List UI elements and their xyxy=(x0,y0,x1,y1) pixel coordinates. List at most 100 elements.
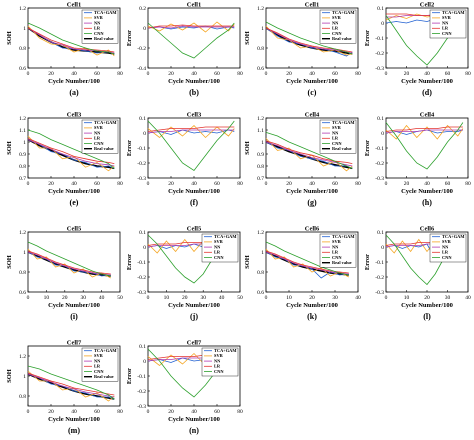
x-tick-label: 20 xyxy=(168,181,174,187)
x-axis-label: Cycle Number/100 xyxy=(401,78,453,85)
legend-entry: Real value xyxy=(332,36,352,41)
legend-entry: Real value xyxy=(94,146,114,151)
y-tick-label: 1 xyxy=(23,26,26,32)
y-tick-label: 0.9 xyxy=(257,152,264,158)
series-line-svr xyxy=(385,124,464,140)
y-tick-label: 0.7 xyxy=(19,176,26,182)
y-tick-label: 1 xyxy=(261,26,264,32)
panel-label: (f) xyxy=(190,198,198,207)
panel-m: 0 20 40 60 80 0.8 1 1.2 Cell7 Cycle Number/100 SOH… xyxy=(6,340,123,436)
legend-entry: CNN xyxy=(442,255,452,260)
x-tick-label: 80 xyxy=(237,181,243,187)
y-tick-label: -0.1 xyxy=(375,146,384,152)
y-tick-label: 1.2 xyxy=(19,116,26,122)
x-axis-label: Cycle Number/100 xyxy=(168,78,220,85)
x-tick-label: 60 xyxy=(445,181,451,187)
y-tick-label: 1 xyxy=(261,140,264,146)
x-tick-label: 0 xyxy=(147,295,150,301)
legend-entry: LR xyxy=(332,136,339,141)
legend-entry: NN xyxy=(442,20,449,25)
legend-entry: NN xyxy=(332,20,339,25)
y-axis-label: Error xyxy=(126,30,133,46)
y-axis-label: SOH xyxy=(6,31,13,45)
y-tick-label: 0.6 xyxy=(257,66,264,72)
legend-entry: LR xyxy=(332,26,339,31)
x-tick-label: 30 xyxy=(200,295,206,301)
series-line-tca-gam xyxy=(265,141,353,169)
series-line-nn xyxy=(27,373,115,398)
x-tick-label: 10 xyxy=(44,295,50,301)
y-tick-label: -0.3 xyxy=(137,404,146,410)
legend-entry: SVR xyxy=(332,239,342,244)
y-tick-label: 0.1 xyxy=(139,230,146,236)
y-tick-label: 0 xyxy=(143,359,146,365)
panel-label: (a) xyxy=(69,88,79,97)
x-tick-label: 20 xyxy=(168,71,174,77)
x-tick-label: 10 xyxy=(286,295,292,301)
legend-entry: Real value xyxy=(94,374,114,379)
x-axis-label: Cycle Number/100 xyxy=(401,302,453,309)
x-tick-label: 0 xyxy=(385,71,388,77)
x-axis-label: Cycle Number/100 xyxy=(286,302,338,309)
panel-title: Cell4 xyxy=(420,112,435,119)
x-tick-label: 30 xyxy=(332,295,338,301)
legend-box xyxy=(81,347,119,382)
y-tick-label: 1.2 xyxy=(257,230,264,236)
x-tick-label: 20 xyxy=(404,71,410,77)
legend-box xyxy=(81,119,119,154)
panel-h: 0 20 40 60 80 -0.3 -0.2 -0.1 0 0.1 Cell4 Cycle Numb… xyxy=(364,112,471,208)
panel-title: Cell1 xyxy=(67,2,81,9)
y-tick-label: 0.6 xyxy=(19,66,26,72)
legend-entry: CNN xyxy=(214,255,224,260)
legend-entry: NN xyxy=(214,244,221,249)
x-tick-label: 60 xyxy=(332,181,338,187)
plot-frame xyxy=(147,7,241,69)
panel-j: 0 10 20 30 40 50 -0.3 -0.2 -0.1 0 0.1 Cell5 Cycle Nu… xyxy=(126,226,243,322)
series-line-tca-gam xyxy=(265,27,353,57)
x-tick-label: 0 xyxy=(147,71,150,77)
panel-g: 0 20 40 60 80 0.7 0.8 0.9 1 1.1 1.2 Cell4 Cycle Numb… xyxy=(244,112,361,208)
y-tick-label: -0.2 xyxy=(137,389,146,395)
legend-entry: NN xyxy=(332,130,339,135)
x-tick-label: 60 xyxy=(94,409,100,415)
legend-entry: SVR xyxy=(94,353,104,358)
y-tick-label: 0.8 xyxy=(19,46,26,52)
x-tick-label: 0 xyxy=(27,71,30,77)
series-line-cnn xyxy=(27,365,115,400)
series-line-tca-gam xyxy=(27,373,115,400)
y-tick-label: 0.1 xyxy=(139,344,146,350)
x-tick-label: 40 xyxy=(219,295,225,301)
x-tick-label: 20 xyxy=(48,181,54,187)
legend-entry: TCA+GAM xyxy=(332,234,355,239)
panel-title: Cell5 xyxy=(187,226,202,233)
y-tick-label: 0.1 xyxy=(139,116,146,122)
y-tick-label: -0.2 xyxy=(137,46,146,52)
panel-title: Cell6 xyxy=(420,226,435,233)
panel-label: (c) xyxy=(308,88,317,97)
legend-entry: SVR xyxy=(332,15,342,20)
y-axis-label: SOH xyxy=(6,255,13,269)
x-tick-label: 60 xyxy=(214,71,220,77)
legend-entry: LR xyxy=(442,26,449,31)
y-axis-label: SOH xyxy=(244,141,251,155)
panel-title: Cell6 xyxy=(305,226,320,233)
y-tick-label: -0.1 xyxy=(137,374,146,380)
y-tick-label: 0.8 xyxy=(19,164,26,170)
series-line-svr xyxy=(27,248,111,279)
panel-title: Cell7 xyxy=(67,340,82,347)
x-axis-label: Cycle Number/100 xyxy=(48,302,100,309)
x-axis-label: Cycle Number/100 xyxy=(48,416,100,423)
y-tick-label: -0.3 xyxy=(375,290,384,296)
legend-entry: SVR xyxy=(214,353,224,358)
y-tick-label: 1 xyxy=(23,374,26,380)
x-tick-label: 30 xyxy=(445,295,451,301)
x-tick-label: 50 xyxy=(237,295,243,301)
y-tick-label: -0.1 xyxy=(137,146,146,152)
y-tick-label: 1 xyxy=(23,140,26,146)
y-tick-label: 0.8 xyxy=(257,270,264,276)
x-tick-label: 80 xyxy=(355,71,361,77)
y-tick-label: 0 xyxy=(381,21,384,27)
